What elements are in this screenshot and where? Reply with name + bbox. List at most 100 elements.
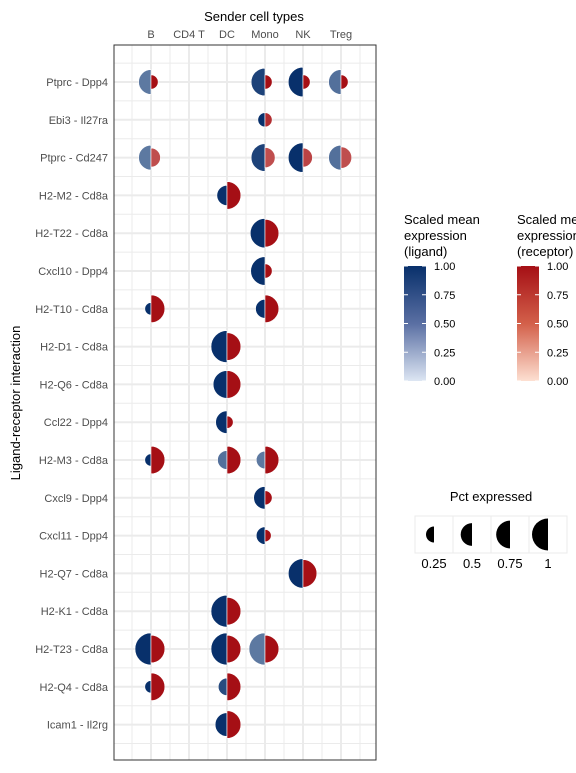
x-tick-dc: DC xyxy=(219,29,235,41)
pct-key-halfcircle xyxy=(532,518,548,551)
ligand-colorbar xyxy=(404,266,426,381)
ligand-legend-tick-label: 0.25 xyxy=(434,347,455,359)
receptor-half-h2-q4-cd8a-dc xyxy=(226,672,242,701)
pct-key-halfcircle xyxy=(496,520,510,549)
receptor-half-h2-m3-cd8a-dc xyxy=(226,445,242,475)
dot-marks xyxy=(134,66,352,739)
receptor-half-ccl22-dpp4-dc xyxy=(226,415,234,429)
receptor-half-h2-q7-cd8a-nk xyxy=(302,559,318,588)
y-tick-cxcl11-dpp4: Cxcl11 - Dpp4 xyxy=(39,531,108,543)
receptor-half-h2-t23-cd8a-dc xyxy=(226,634,242,664)
receptor-half-cxcl9-dpp4-mono xyxy=(264,490,273,506)
pct-key-halfcircle xyxy=(460,523,472,546)
receptor-half-icam1-il2rg-dc xyxy=(226,710,242,739)
ligand-half-cxcl10-dpp4-mono xyxy=(250,256,266,286)
pct-key-halfcircle xyxy=(426,526,434,543)
ligand-legend-tick-label: 0.50 xyxy=(434,319,455,331)
ligand-half-cxcl9-dpp4-mono xyxy=(253,486,266,510)
y-axis-tick-labels: Ptprc - Dpp4 Ebi3 - Il27ra Ptprc - Cd247 H2… xyxy=(35,77,109,732)
chart-title: Sender cell types xyxy=(204,9,304,24)
y-axis-label: Ligand-receptor interaction xyxy=(8,326,23,481)
y-tick-h2-d1-cd8a: H2-D1 - Cd8a xyxy=(40,342,109,354)
ligand-half-h2-t10-cd8a-mono xyxy=(255,299,266,319)
pct-key-label: 0.25 xyxy=(421,556,446,571)
receptor-legend: Scaled mean expression (receptor) 1.00 0.… xyxy=(517,212,576,388)
ligand-half-h2-q4-cd8a-b xyxy=(144,680,152,694)
receptor-half-ptprc-cd247-nk xyxy=(302,147,313,168)
y-tick-h2-t22-cd8a: H2-T22 - Cd8a xyxy=(35,228,109,240)
ligand-half-h2-m2-cd8a-dc xyxy=(216,184,228,206)
y-tick-ccl22-dpp4: Ccl22 - Dpp4 xyxy=(44,417,108,429)
y-tick-icam1-il2rg: Icam1 - Il2rg xyxy=(47,720,108,732)
ligand-half-ptprc-dpp4-mono xyxy=(250,67,266,97)
ligand-half-h2-t10-cd8a-b xyxy=(144,302,152,316)
y-tick-h2-q7-cd8a: H2-Q7 - Cd8a xyxy=(40,568,109,580)
receptor-legend-tick-label: 0.75 xyxy=(547,290,568,302)
y-tick-h2-t10-cd8a: H2-T10 - Cd8a xyxy=(35,304,109,316)
x-tick-nk: NK xyxy=(295,29,311,41)
ligand-half-h2-q6-cd8a-dc xyxy=(212,370,228,399)
ligand-half-ccl22-dpp4-dc xyxy=(215,410,228,434)
ligand-half-ptprc-cd247-nk xyxy=(288,142,304,173)
ligand-half-h2-m3-cd8a-mono xyxy=(255,450,266,470)
ligand-legend-title-3: (ligand) xyxy=(404,244,447,259)
receptor-half-h2-t23-cd8a-b xyxy=(150,634,166,664)
ligand-half-h2-t23-cd8a-mono xyxy=(248,632,266,666)
ligand-legend: Scaled mean expression (ligand) 1.00 0.75… xyxy=(404,212,480,388)
receptor-half-h2-d1-cd8a-dc xyxy=(226,332,242,361)
ligand-half-h2-q7-cd8a-nk xyxy=(288,558,304,589)
ligand-half-h2-t23-cd8a-b xyxy=(134,632,152,666)
receptor-half-h2-k1-cd8a-dc xyxy=(226,597,242,626)
receptor-legend-tick-label: 0.50 xyxy=(547,319,568,331)
ligand-half-ptprc-cd247-b xyxy=(138,144,152,171)
ligand-half-h2-m3-cd8a-b xyxy=(144,453,152,467)
receptor-half-h2-m2-cd8a-dc xyxy=(226,181,242,210)
x-tick-mono: Mono xyxy=(251,29,279,41)
y-tick-cxcl9-dpp4: Cxcl9 - Dpp4 xyxy=(44,493,108,505)
y-tick-ptprc-cd247: Ptprc - Cd247 xyxy=(40,153,108,165)
receptor-half-cxcl10-dpp4-mono xyxy=(264,263,273,279)
x-tick-treg: Treg xyxy=(330,29,352,41)
receptor-legend-tick-label: 0.25 xyxy=(547,347,568,359)
y-tick-h2-m2-cd8a: H2-M2 - Cd8a xyxy=(39,190,109,202)
receptor-half-ebi3-il27ra-mono xyxy=(264,112,273,128)
ligand-half-ebi3-il27ra-mono xyxy=(257,112,266,128)
receptor-half-ptprc-cd247-treg xyxy=(340,146,352,169)
receptor-half-ptprc-dpp4-nk xyxy=(302,74,311,90)
pct-key-label: 1 xyxy=(544,556,551,571)
x-tick-cd4-t: CD4 T xyxy=(173,29,205,41)
receptor-half-ptprc-dpp4-mono xyxy=(264,74,273,90)
receptor-colorbar xyxy=(517,266,539,381)
receptor-half-h2-t10-cd8a-b xyxy=(150,294,166,323)
y-tick-h2-q6-cd8a: H2-Q6 - Cd8a xyxy=(40,379,109,391)
ligand-legend-tick-label: 0.00 xyxy=(434,376,455,388)
receptor-legend-title-1: Scaled mean xyxy=(517,212,576,227)
receptor-half-h2-t22-cd8a-mono xyxy=(264,219,280,248)
ligand-legend-tick-label: 0.75 xyxy=(434,290,455,302)
y-tick-h2-k1-cd8a: H2-K1 - Cd8a xyxy=(41,606,109,618)
ligand-half-cxcl11-dpp4-mono xyxy=(255,526,266,545)
receptor-legend-title-3: (receptor) xyxy=(517,244,573,259)
receptor-half-h2-m3-cd8a-b xyxy=(150,445,166,475)
x-tick-b: B xyxy=(147,29,154,41)
ligand-half-h2-q4-cd8a-dc xyxy=(217,677,228,696)
ligand-half-h2-t22-cd8a-mono xyxy=(250,218,266,249)
ligand-half-ptprc-dpp4-treg xyxy=(328,69,342,95)
ligand-half-ptprc-cd247-mono xyxy=(250,143,266,172)
ligand-legend-title-2: expression xyxy=(404,228,467,243)
receptor-half-ptprc-cd247-mono xyxy=(264,147,276,169)
ligand-half-h2-m3-cd8a-dc xyxy=(217,450,228,470)
ligand-half-ptprc-dpp4-nk xyxy=(288,66,304,98)
ligand-half-ptprc-cd247-treg xyxy=(328,144,342,171)
y-tick-h2-q4-cd8a: H2-Q4 - Cd8a xyxy=(40,682,109,694)
pct-legend: Pct expressed 0.25 0.5 0.75 1 xyxy=(414,489,568,571)
receptor-half-ptprc-dpp4-treg xyxy=(340,74,349,90)
y-tick-h2-t23-cd8a: H2-T23 - Cd8a xyxy=(35,644,109,656)
y-tick-ebi3-il27ra: Ebi3 - Il27ra xyxy=(49,115,109,127)
y-tick-ptprc-dpp4: Ptprc - Dpp4 xyxy=(46,77,108,89)
receptor-legend-title-2: expression xyxy=(517,228,576,243)
receptor-legend-tick-label: 1.00 xyxy=(547,261,568,273)
receptor-legend-tick-label: 0.00 xyxy=(547,376,568,388)
panel-border xyxy=(113,44,377,761)
